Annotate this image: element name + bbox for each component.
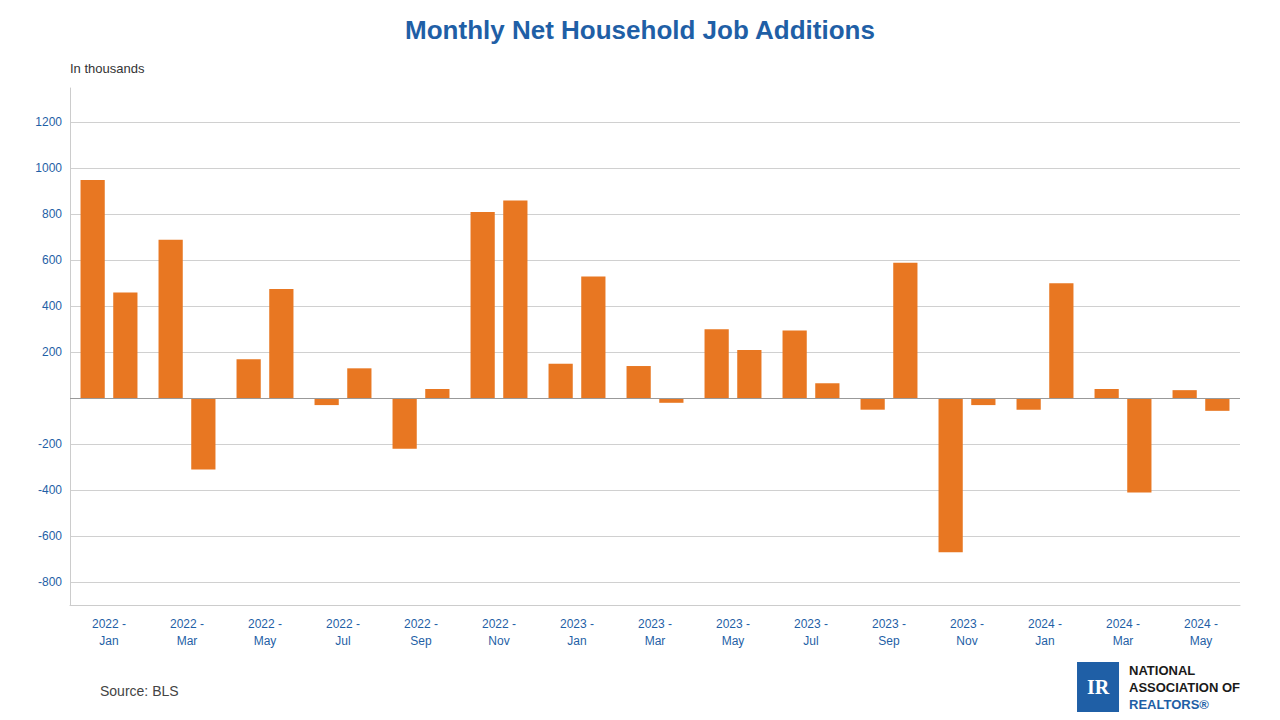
svg-text:Jan: Jan [1035, 634, 1054, 648]
svg-text:2024 -: 2024 - [1106, 617, 1140, 631]
svg-text:Jan: Jan [99, 634, 118, 648]
svg-text:2022 -: 2022 - [248, 617, 282, 631]
svg-text:ASSOCIATION OF: ASSOCIATION OF [1129, 680, 1240, 695]
svg-text:2023 -: 2023 - [872, 617, 906, 631]
svg-text:1000: 1000 [35, 161, 62, 175]
svg-text:Jul: Jul [335, 634, 350, 648]
svg-text:-800: -800 [38, 575, 62, 589]
svg-text:Mar: Mar [1113, 634, 1134, 648]
svg-text:2022 -: 2022 - [404, 617, 438, 631]
svg-text:-400: -400 [38, 483, 62, 497]
svg-text:800: 800 [42, 207, 62, 221]
svg-text:1200: 1200 [35, 115, 62, 129]
svg-text:2023 -: 2023 - [794, 617, 828, 631]
svg-text:Nov: Nov [488, 634, 509, 648]
svg-text:-200: -200 [38, 437, 62, 451]
svg-text:2024 -: 2024 - [1184, 617, 1218, 631]
svg-text:Nov: Nov [956, 634, 977, 648]
svg-text:2023 -: 2023 - [560, 617, 594, 631]
svg-text:-600: -600 [38, 529, 62, 543]
svg-text:2023 -: 2023 - [638, 617, 672, 631]
svg-text:2022 -: 2022 - [92, 617, 126, 631]
svg-text:Jan: Jan [567, 634, 586, 648]
svg-text:In thousands: In thousands [70, 61, 145, 76]
svg-text:NATIONAL: NATIONAL [1129, 663, 1195, 678]
svg-text:Mar: Mar [645, 634, 666, 648]
svg-text:400: 400 [42, 299, 62, 313]
svg-text:Sep: Sep [878, 634, 900, 648]
svg-text:600: 600 [42, 253, 62, 267]
svg-text:2023 -: 2023 - [950, 617, 984, 631]
svg-text:2024 -: 2024 - [1028, 617, 1062, 631]
svg-text:May: May [1190, 634, 1213, 648]
svg-text:2022 -: 2022 - [482, 617, 516, 631]
svg-text:Source: BLS: Source: BLS [100, 683, 179, 699]
svg-text:May: May [722, 634, 745, 648]
svg-text:200: 200 [42, 345, 62, 359]
svg-text:2022 -: 2022 - [170, 617, 204, 631]
svg-text:REALTORS®: REALTORS® [1129, 697, 1209, 712]
svg-text:IR: IR [1087, 676, 1110, 698]
svg-text:Jul: Jul [803, 634, 818, 648]
svg-text:Mar: Mar [177, 634, 198, 648]
svg-text:2023 -: 2023 - [716, 617, 750, 631]
svg-text:2022 -: 2022 - [326, 617, 360, 631]
svg-text:May: May [254, 634, 277, 648]
svg-text:Monthly Net Household Job Addi: Monthly Net Household Job Additions [405, 15, 875, 45]
svg-text:Sep: Sep [410, 634, 432, 648]
